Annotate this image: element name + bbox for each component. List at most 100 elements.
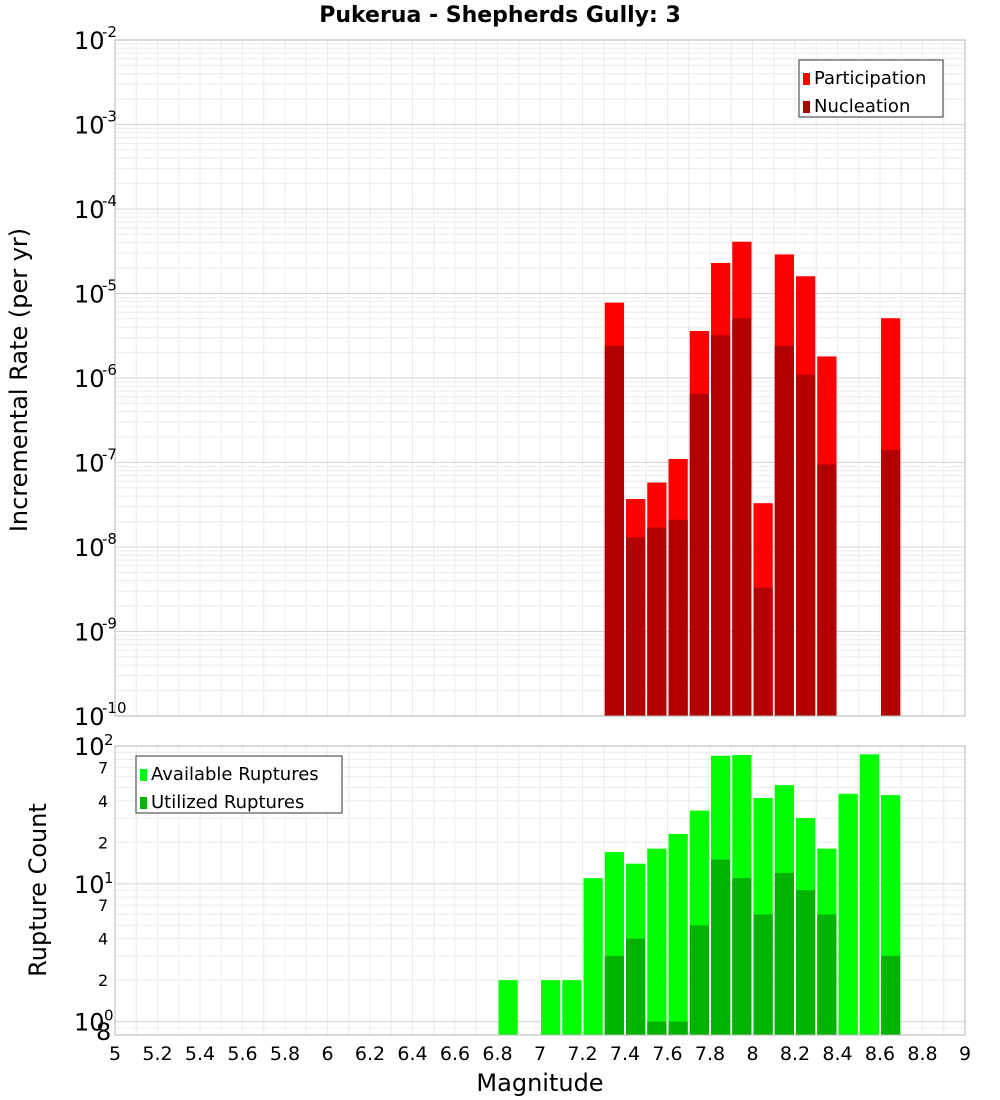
bottom-y-minor-tick-label: 4 xyxy=(98,792,108,811)
bar-inner-nucleation xyxy=(774,345,794,716)
top-y-axis-label: Incremental Rate (per yr) xyxy=(5,228,33,532)
x-tick-label: 7.8 xyxy=(695,1043,725,1065)
top-y-tick-label: 10 xyxy=(74,534,105,562)
bottom-legend: Available Ruptures Utilized Ruptures xyxy=(135,755,343,814)
legend-label: Available Ruptures xyxy=(151,764,319,785)
bar-inner-nucleation xyxy=(647,527,667,716)
chart-title: Pukerua - Shepherds Gully: 3 xyxy=(319,3,681,28)
bar-inner-nucleation xyxy=(689,393,709,716)
x-tick-label: 5.8 xyxy=(270,1043,300,1065)
legend-label: Utilized Ruptures xyxy=(151,792,304,813)
top-y-tick-label: 10 xyxy=(74,365,105,393)
x-tick-label: 5.6 xyxy=(227,1043,257,1065)
bar-inner-utilized-ruptures xyxy=(774,872,794,1035)
top-y-tick-exponent: -8 xyxy=(102,530,117,548)
bottom-y-axis-label: Rupture Count xyxy=(24,803,52,977)
x-tick-label: 5 xyxy=(109,1043,121,1065)
bar-available-ruptures xyxy=(859,754,879,1035)
bottom-y-tick-exponent: 2 xyxy=(104,731,114,749)
bottom-y-minor-tick-label: 7 xyxy=(98,896,108,915)
plot-border xyxy=(114,39,966,717)
bottom-y-tick-label: 10 xyxy=(74,733,105,761)
top-y-tick-exponent: -9 xyxy=(102,615,117,633)
x-axis-label: Magnitude xyxy=(476,1069,603,1097)
bar-inner-nucleation xyxy=(753,587,773,716)
x-tick-label: 6.4 xyxy=(397,1043,427,1065)
x-tick-label: 7.4 xyxy=(610,1043,640,1065)
x-tick-label: 7 xyxy=(534,1043,546,1065)
top-y-tick-label: 10 xyxy=(74,619,105,647)
bar-inner-utilized-ruptures xyxy=(689,925,709,1035)
top-y-tick-label: 10 xyxy=(74,27,105,55)
bar-inner-nucleation xyxy=(881,450,901,716)
top-y-tick-exponent: -5 xyxy=(102,277,117,295)
legend-swatch xyxy=(803,73,810,85)
plot-border xyxy=(114,745,966,1036)
bar-available-ruptures xyxy=(647,848,667,1035)
top-y-tick-label: 10 xyxy=(74,196,105,224)
bar-inner-utilized-ruptures xyxy=(732,878,752,1035)
bar-available-ruptures xyxy=(838,793,858,1035)
bar-inner-utilized-ruptures xyxy=(604,955,624,1035)
bar-available-ruptures xyxy=(562,980,582,1035)
bar-available-ruptures xyxy=(668,833,688,1035)
bottom-y-minor-tick-label: 8 xyxy=(96,1018,111,1046)
bar-inner-utilized-ruptures xyxy=(626,938,646,1035)
bottom-y-minor-tick-label: 2 xyxy=(98,833,108,852)
x-tick-label: 5.4 xyxy=(185,1043,215,1065)
bottom-y-minor-tick-label: 7 xyxy=(98,758,108,777)
top-y-tick-label: 10 xyxy=(74,281,105,309)
x-tick-label: 6 xyxy=(321,1043,333,1065)
bar-inner-utilized-ruptures xyxy=(796,890,816,1035)
x-tick-label: 8.2 xyxy=(780,1043,810,1065)
bar-inner-nucleation xyxy=(668,519,688,716)
bar-inner-utilized-ruptures xyxy=(711,859,731,1035)
bar-available-ruptures xyxy=(583,878,603,1035)
bar-inner-nucleation xyxy=(626,537,646,716)
top-y-axis-ticks: 10-210-310-410-510-610-710-810-910-10 xyxy=(74,23,127,731)
top-y-tick-exponent: -10 xyxy=(102,699,127,717)
bottom-y-tick-exponent: 0 xyxy=(104,1007,114,1025)
legend-box xyxy=(135,755,343,814)
x-tick-label: 9 xyxy=(959,1043,971,1065)
x-tick-label: 8.8 xyxy=(907,1043,937,1065)
top-y-tick-label: 10 xyxy=(74,112,105,140)
bottom-y-minor-tick-label: 2 xyxy=(98,971,108,990)
x-tick-label: 5.2 xyxy=(142,1043,172,1065)
x-tick-label: 8.4 xyxy=(822,1043,852,1065)
bottom-y-minor-tick-label: 4 xyxy=(98,930,108,949)
x-tick-label: 7.6 xyxy=(652,1043,682,1065)
bar-inner-nucleation xyxy=(817,464,837,716)
x-tick-label: 6.2 xyxy=(355,1043,385,1065)
bar-inner-utilized-ruptures xyxy=(817,914,837,1035)
bar-inner-utilized-ruptures xyxy=(647,1021,667,1035)
bar-inner-utilized-ruptures xyxy=(753,914,773,1035)
top-y-tick-exponent: -2 xyxy=(102,23,117,41)
bottom-y-tick-label: 10 xyxy=(74,1009,105,1037)
top-plot-area xyxy=(114,39,966,717)
bar-available-ruptures xyxy=(541,980,561,1035)
bottom-y-tick-label: 10 xyxy=(74,871,105,899)
legend-swatch xyxy=(140,769,147,781)
top-y-tick-label: 10 xyxy=(74,450,105,478)
top-y-tick-exponent: -4 xyxy=(102,192,117,210)
top-y-tick-exponent: -7 xyxy=(102,446,117,464)
bar-inner-nucleation xyxy=(732,318,752,716)
bar-inner-nucleation xyxy=(711,335,731,716)
x-tick-label: 7.2 xyxy=(567,1043,597,1065)
top-y-tick-exponent: -6 xyxy=(102,361,117,379)
bar-inner-nucleation xyxy=(604,345,624,716)
legend-box xyxy=(798,59,944,118)
bar-inner-utilized-ruptures xyxy=(668,1021,688,1035)
x-axis-ticks: 5 5.2 5.4 5.6 5.8 6 6.2 6.4 6.6 6.8 7 7.2 7.4 7.6 7.8 8… xyxy=(109,1043,971,1065)
x-tick-label: 6.6 xyxy=(440,1043,470,1065)
bar-inner-nucleation xyxy=(796,374,816,716)
legend-label: Nucleation xyxy=(814,96,910,117)
bar-inner-utilized-ruptures xyxy=(881,955,901,1035)
x-tick-label: 8 xyxy=(746,1043,758,1065)
x-tick-label: 6.8 xyxy=(482,1043,512,1065)
top-y-tick-exponent: -3 xyxy=(102,108,117,126)
